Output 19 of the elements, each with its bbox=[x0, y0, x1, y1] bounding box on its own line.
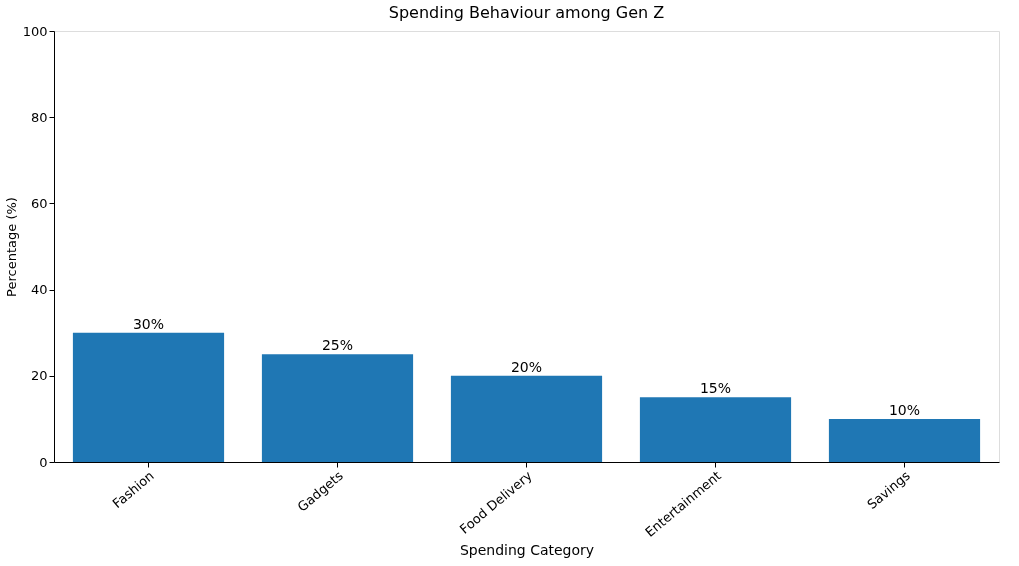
data-label: 30% bbox=[132, 315, 165, 332]
y-axis-title: Percentage (%) bbox=[3, 197, 19, 297]
data-label: 10% bbox=[888, 401, 921, 418]
bar bbox=[261, 354, 414, 462]
data-label: 25% bbox=[321, 337, 354, 354]
y-tick-label: 80 bbox=[30, 109, 48, 125]
bar bbox=[639, 397, 792, 462]
y-tick-label: 0 bbox=[39, 454, 48, 470]
bar bbox=[450, 375, 603, 462]
data-label: 15% bbox=[699, 380, 732, 397]
y-tick-label: 40 bbox=[30, 282, 48, 298]
bar bbox=[828, 418, 981, 462]
chart-title: Spending Behaviour among Gen Z bbox=[388, 3, 665, 22]
x-axis-title: Spending Category bbox=[459, 541, 595, 558]
y-tick-label: 20 bbox=[30, 368, 48, 384]
data-label: 20% bbox=[510, 358, 543, 375]
bar bbox=[72, 332, 225, 462]
y-tick-label: 60 bbox=[30, 195, 48, 211]
y-tick-label: 100 bbox=[22, 23, 48, 39]
